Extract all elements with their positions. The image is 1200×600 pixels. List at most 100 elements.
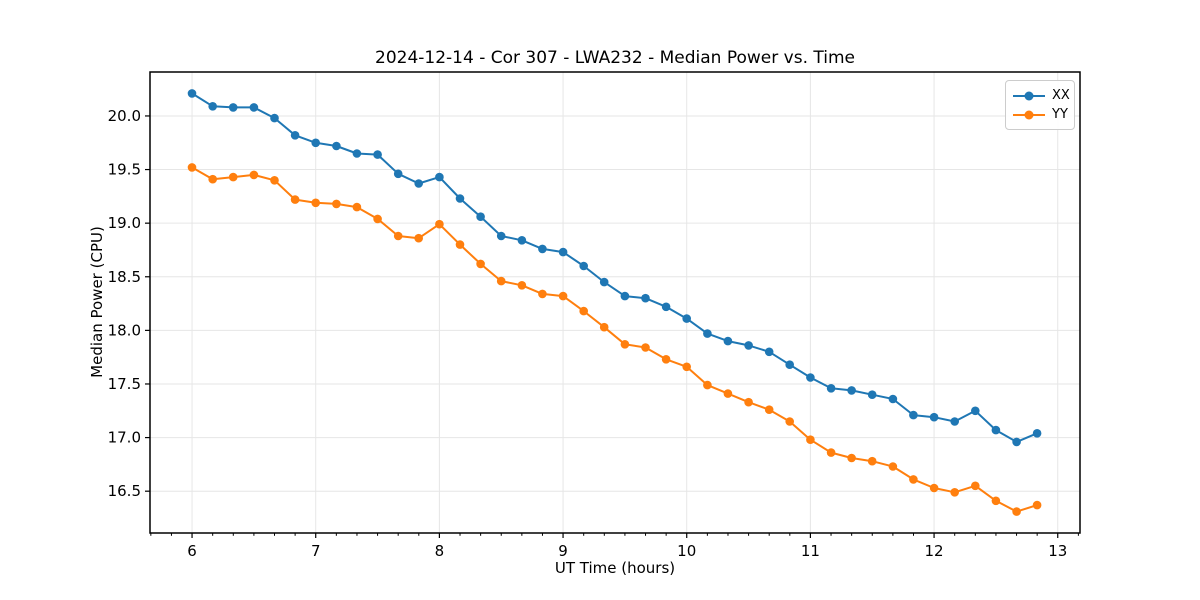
y-tick-label: 18.0 <box>108 321 141 339</box>
data-point-xx <box>929 412 939 422</box>
data-point-xx <box>290 131 300 140</box>
data-point-yy <box>393 231 403 241</box>
data-point-xx <box>393 169 403 179</box>
data-point-yy <box>599 322 609 332</box>
data-point-yy <box>270 176 279 185</box>
data-point-xx <box>661 302 671 312</box>
data-point-yy <box>826 448 836 457</box>
data-point-xx <box>558 247 568 257</box>
x-tick-label: 13 <box>1048 542 1067 560</box>
data-point-xx <box>888 394 898 404</box>
data-point-yy <box>435 219 444 229</box>
data-point-yy <box>579 306 588 316</box>
data-point-yy <box>661 355 671 364</box>
data-point-xx <box>228 103 238 112</box>
legend-label-yy: YY <box>1052 107 1068 122</box>
data-point-xx <box>991 425 1001 435</box>
data-point-xx <box>682 314 691 323</box>
data-point-xx <box>620 291 630 301</box>
data-point-yy <box>682 362 691 372</box>
data-point-xx <box>867 390 877 400</box>
y-tick-label: 20.0 <box>108 107 141 125</box>
data-point-xx <box>703 329 712 338</box>
x-tick-label: 10 <box>677 542 696 560</box>
data-point-yy <box>867 456 877 466</box>
data-point-yy <box>909 475 918 484</box>
data-point-xx <box>187 89 197 98</box>
data-point-yy <box>806 435 815 445</box>
data-point-xx <box>723 336 733 346</box>
data-point-xx <box>249 103 259 112</box>
data-point-yy <box>929 483 939 493</box>
y-axis-label: Median Power (CPU) <box>88 226 106 378</box>
data-point-xx <box>517 236 527 245</box>
data-point-yy <box>208 174 217 184</box>
data-point-xx <box>1032 429 1042 438</box>
y-tick-label: 17.0 <box>108 429 141 447</box>
data-point-xx <box>455 194 465 203</box>
data-point-xx <box>579 261 588 271</box>
series-line-yy <box>191 166 1038 513</box>
x-tick-label: 7 <box>311 542 321 560</box>
data-point-xx <box>476 212 485 221</box>
legend-label-xx: XX <box>1052 88 1070 103</box>
data-point-xx <box>414 179 424 188</box>
data-point-xx <box>785 360 794 370</box>
data-point-yy <box>311 198 321 208</box>
data-point-yy <box>373 214 382 224</box>
x-tick-label: 6 <box>187 542 197 560</box>
data-point-yy <box>620 340 630 349</box>
y-tick-label: 18.5 <box>108 268 141 286</box>
data-point-xx <box>435 172 444 182</box>
data-point-xx <box>826 384 836 393</box>
x-tick-label: 11 <box>801 542 820 560</box>
data-point-yy <box>249 170 259 180</box>
data-point-xx <box>352 149 362 158</box>
data-point-yy <box>1012 507 1021 516</box>
data-point-xx <box>806 373 815 382</box>
legend-line-marker-sample-yy <box>1013 110 1045 120</box>
data-point-yy <box>641 343 650 352</box>
plot-border <box>149 71 1081 534</box>
data-point-yy <box>332 199 341 209</box>
data-point-xx <box>332 141 341 151</box>
legend-item-yy: YY <box>1013 105 1068 124</box>
legend-item-xx: XX <box>1013 86 1070 105</box>
data-point-yy <box>290 195 300 204</box>
data-point-yy <box>414 233 424 243</box>
data-point-xx <box>764 347 774 357</box>
data-point-xx <box>599 277 609 287</box>
data-point-yy <box>187 163 197 172</box>
x-axis-label: UT Time (hours) <box>554 559 676 577</box>
chart-title: 2024-12-14 - Cor 307 - LWA232 - Median P… <box>375 48 855 68</box>
data-point-yy <box>785 417 794 426</box>
data-point-yy <box>764 405 774 415</box>
data-point-xx <box>1012 437 1021 447</box>
data-point-xx <box>641 293 650 303</box>
data-point-yy <box>517 281 527 290</box>
x-tick-label: 8 <box>435 542 445 560</box>
data-point-xx <box>270 113 279 123</box>
data-point-yy <box>847 453 856 463</box>
y-tick-label: 17.5 <box>108 375 141 393</box>
data-point-yy <box>703 380 712 390</box>
data-point-yy <box>1032 500 1042 510</box>
data-point-xx <box>909 410 918 420</box>
data-point-yy <box>476 259 485 269</box>
data-point-xx <box>373 150 382 159</box>
data-point-xx <box>744 341 753 350</box>
y-tick-label: 16.5 <box>108 482 141 500</box>
data-point-yy <box>971 481 980 491</box>
data-point-xx <box>971 406 980 416</box>
data-point-xx <box>208 102 217 111</box>
data-point-yy <box>744 397 753 407</box>
data-point-xx <box>496 231 506 241</box>
data-point-yy <box>991 496 1001 506</box>
data-point-yy <box>888 462 898 471</box>
y-tick-label: 19.5 <box>108 161 141 179</box>
data-point-xx <box>847 386 856 395</box>
data-point-yy <box>558 291 568 301</box>
x-tick-label: 9 <box>558 542 568 560</box>
data-point-xx <box>538 244 547 254</box>
